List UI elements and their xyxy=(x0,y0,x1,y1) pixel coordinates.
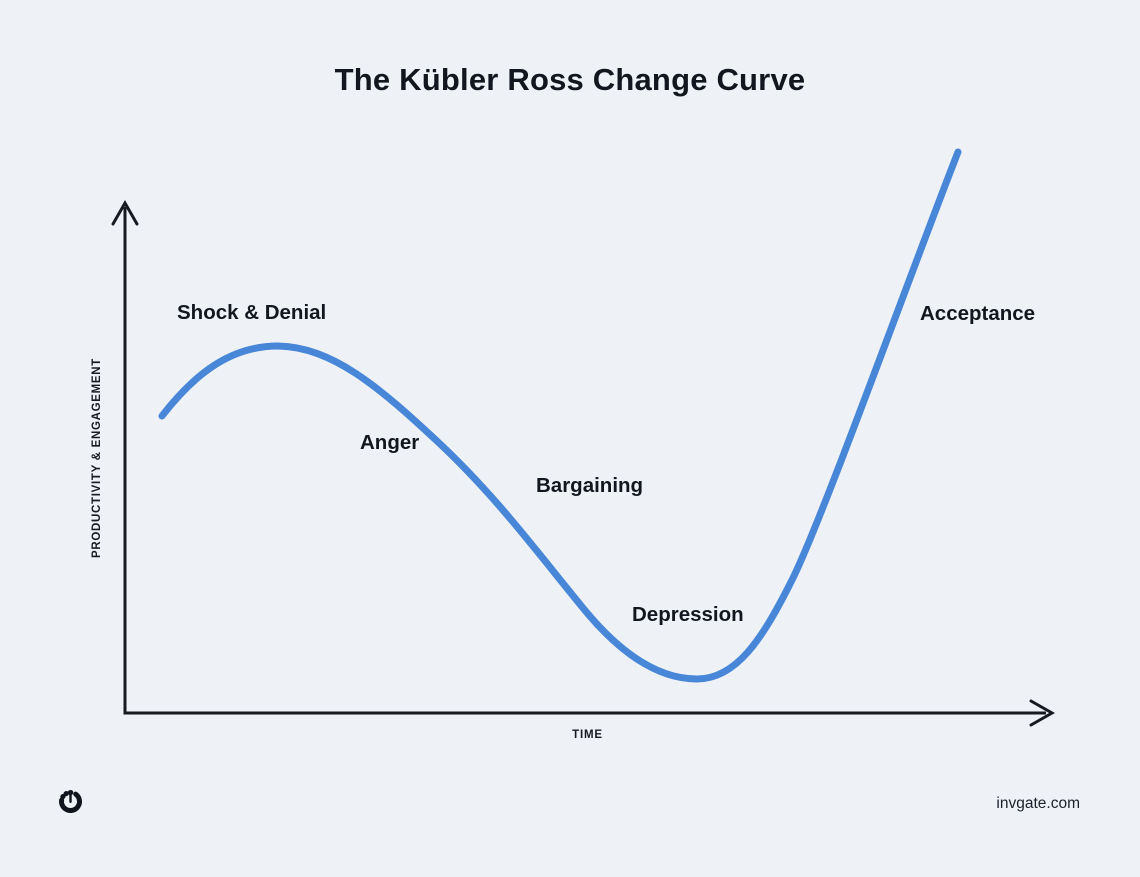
x-axis-label: TIME xyxy=(572,729,603,741)
stage-label-anger: Anger xyxy=(360,431,420,454)
stage-label-bargaining: Bargaining xyxy=(536,474,644,497)
y-axis-label: PRODUCTIVITY & ENGAGEMENT xyxy=(91,357,103,559)
change-curve-line xyxy=(158,148,962,683)
website-link[interactable]: invgate.com xyxy=(996,795,1080,812)
stage-label-depression: Depression xyxy=(632,603,744,626)
invgate-logo-icon xyxy=(59,790,82,813)
y-axis-arrowhead-icon xyxy=(111,199,139,226)
x-axis-arrowhead-icon xyxy=(1029,699,1056,727)
stage-label-shock-denial: Shock & Denial xyxy=(177,301,327,324)
stage-label-acceptance: Acceptance xyxy=(920,302,1036,325)
chart-title: The Kübler Ross Change Curve xyxy=(334,62,806,97)
